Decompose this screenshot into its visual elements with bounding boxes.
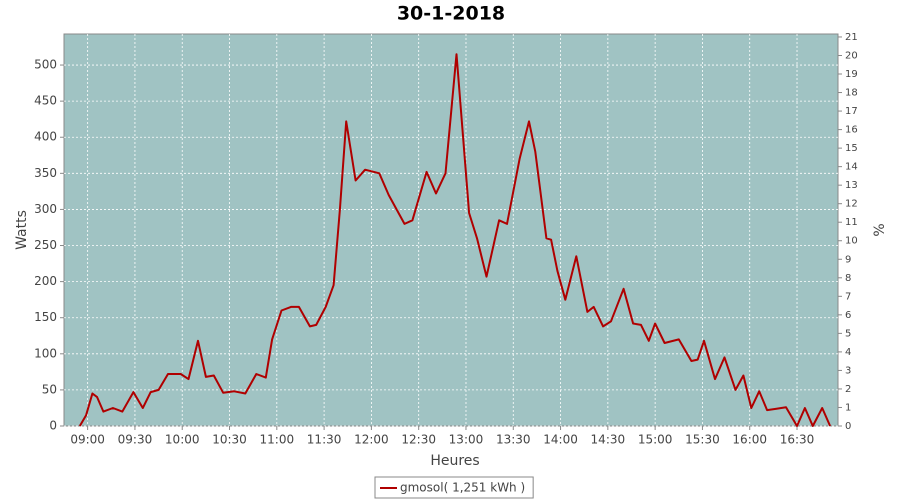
y2-tick-label: 3: [845, 365, 851, 376]
y2-tick-label: 14: [845, 162, 858, 173]
y-tick-label: 350: [34, 166, 57, 180]
legend: gmosol( 1,251 kWh ): [374, 476, 534, 499]
y-tick-label: 450: [34, 94, 57, 108]
y2-tick-label: 13: [845, 180, 858, 191]
x-tick-label: 12:30: [401, 433, 436, 447]
y-axis-title: Watts: [14, 210, 30, 250]
y2-tick-label: 9: [845, 254, 851, 265]
y-tick-label: 0: [49, 419, 57, 433]
y-tick-label: 200: [34, 274, 57, 288]
y-tick-label: 400: [34, 130, 57, 144]
x-tick-label: 16:30: [780, 433, 815, 447]
y-tick-label: 300: [34, 202, 57, 216]
x-axis-title: Heures: [430, 453, 479, 469]
x-tick-label: 10:30: [212, 433, 247, 447]
y-tick-label: 500: [34, 58, 57, 72]
y-tick-label: 100: [34, 346, 57, 360]
y2-tick-label: 1: [845, 402, 851, 413]
y2-tick-label: 10: [845, 236, 858, 247]
x-tick-label: 11:00: [260, 433, 295, 447]
y-tick-label: 50: [42, 382, 57, 396]
x-tick-label: 14:30: [591, 433, 626, 447]
plot-area: [63, 33, 839, 427]
y2-tick-label: 12: [845, 199, 858, 210]
y2-tick-label: 11: [845, 217, 858, 228]
y2-tick-label: 18: [845, 88, 858, 99]
legend-box: [374, 476, 534, 499]
x-tick-label: 16:00: [732, 433, 767, 447]
x-tick-label: 15:30: [685, 433, 720, 447]
legend-label: gmosol( 1,251 kWh ): [400, 481, 525, 495]
y2-tick-label: 0: [845, 421, 851, 432]
y2-tick-label: 20: [845, 50, 858, 61]
y2-tick-label: 17: [845, 106, 858, 117]
y-tick-label: 150: [34, 310, 57, 324]
y2-tick-label: 8: [845, 273, 851, 284]
y2-tick-label: 15: [845, 143, 858, 154]
y2-tick-label: 2: [845, 384, 851, 395]
chart-title: 30-1-2018: [397, 3, 505, 25]
y2-tick-label: 6: [845, 310, 851, 321]
y2-tick-label: 19: [845, 69, 858, 80]
y-tick-label: 250: [34, 238, 57, 252]
y2-tick-label: 21: [845, 32, 858, 43]
y2-tick-label: 16: [845, 125, 858, 136]
y2-tick-label: 5: [845, 328, 851, 339]
x-tick-label: 13:30: [496, 433, 531, 447]
data-line: [78, 53, 832, 427]
x-tick-label: 14:00: [543, 433, 578, 447]
x-tick-label: 09:30: [118, 433, 153, 447]
x-tick-label: 10:00: [165, 433, 200, 447]
x-tick-label: 12:00: [354, 433, 389, 447]
x-tick-label: 13:00: [449, 433, 484, 447]
y2-axis-title: %: [872, 223, 888, 236]
y2-tick-label: 4: [845, 347, 851, 358]
y2-tick-label: 7: [845, 291, 851, 302]
x-tick-label: 11:30: [307, 433, 342, 447]
x-tick-label: 15:00: [638, 433, 673, 447]
x-tick-label: 09:00: [70, 433, 105, 447]
